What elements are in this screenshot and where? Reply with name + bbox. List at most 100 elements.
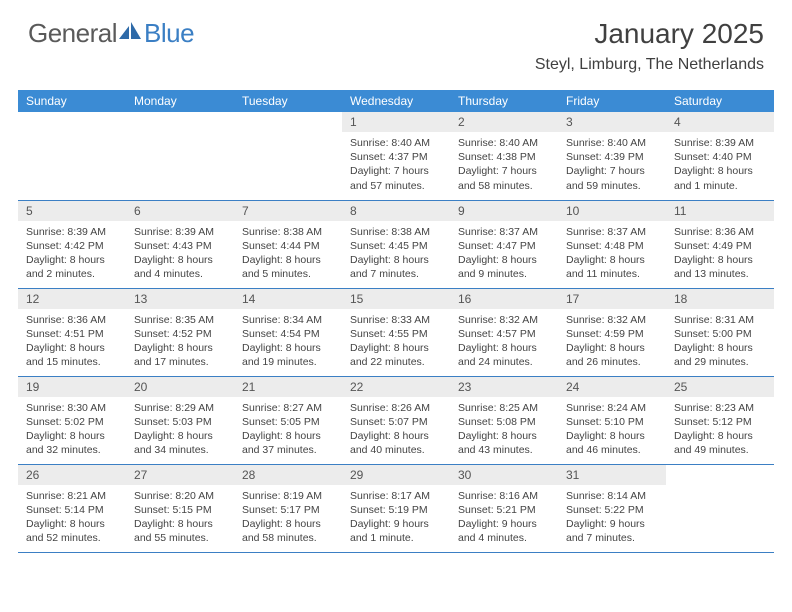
day-d2: and 49 minutes. [674, 443, 766, 457]
day-d1: Daylight: 8 hours [242, 429, 334, 443]
day-number: 5 [18, 201, 126, 221]
day-cell: 10Sunrise: 8:37 AMSunset: 4:48 PMDayligh… [558, 200, 666, 288]
day-number: 4 [666, 112, 774, 132]
day-cell: 2Sunrise: 8:40 AMSunset: 4:38 PMDaylight… [450, 112, 558, 200]
day-number: 7 [234, 201, 342, 221]
calendar-body: 1Sunrise: 8:40 AMSunset: 4:37 PMDaylight… [18, 112, 774, 552]
day-d1: Daylight: 8 hours [26, 341, 118, 355]
day-d1: Daylight: 7 hours [458, 164, 550, 178]
day-d1: Daylight: 8 hours [26, 429, 118, 443]
day-number: 26 [18, 465, 126, 485]
day-d2: and 40 minutes. [350, 443, 442, 457]
day-cell: 12Sunrise: 8:36 AMSunset: 4:51 PMDayligh… [18, 288, 126, 376]
day-info: Sunrise: 8:19 AMSunset: 5:17 PMDaylight:… [234, 485, 342, 552]
empty-cell [18, 112, 126, 200]
day-info: Sunrise: 8:16 AMSunset: 5:21 PMDaylight:… [450, 485, 558, 552]
day-ss: Sunset: 5:12 PM [674, 415, 766, 429]
day-number: 11 [666, 201, 774, 221]
day-sr: Sunrise: 8:25 AM [458, 401, 550, 415]
day-info: Sunrise: 8:20 AMSunset: 5:15 PMDaylight:… [126, 485, 234, 552]
day-cell: 11Sunrise: 8:36 AMSunset: 4:49 PMDayligh… [666, 200, 774, 288]
day-info: Sunrise: 8:27 AMSunset: 5:05 PMDaylight:… [234, 397, 342, 464]
day-d1: Daylight: 8 hours [674, 429, 766, 443]
day-sr: Sunrise: 8:17 AM [350, 489, 442, 503]
day-ss: Sunset: 4:55 PM [350, 327, 442, 341]
day-sr: Sunrise: 8:21 AM [26, 489, 118, 503]
day-ss: Sunset: 5:03 PM [134, 415, 226, 429]
day-number: 14 [234, 289, 342, 309]
day-ss: Sunset: 4:39 PM [566, 150, 658, 164]
day-d1: Daylight: 8 hours [350, 341, 442, 355]
day-info: Sunrise: 8:24 AMSunset: 5:10 PMDaylight:… [558, 397, 666, 464]
day-sr: Sunrise: 8:40 AM [458, 136, 550, 150]
day-d2: and 43 minutes. [458, 443, 550, 457]
day-number: 17 [558, 289, 666, 309]
day-info: Sunrise: 8:26 AMSunset: 5:07 PMDaylight:… [342, 397, 450, 464]
day-ss: Sunset: 5:02 PM [26, 415, 118, 429]
day-d2: and 55 minutes. [134, 531, 226, 545]
day-sr: Sunrise: 8:19 AM [242, 489, 334, 503]
day-cell: 26Sunrise: 8:21 AMSunset: 5:14 PMDayligh… [18, 464, 126, 552]
day-cell: 8Sunrise: 8:38 AMSunset: 4:45 PMDaylight… [342, 200, 450, 288]
day-info: Sunrise: 8:29 AMSunset: 5:03 PMDaylight:… [126, 397, 234, 464]
day-sr: Sunrise: 8:37 AM [566, 225, 658, 239]
day-d1: Daylight: 8 hours [242, 253, 334, 267]
week-row: 19Sunrise: 8:30 AMSunset: 5:02 PMDayligh… [18, 376, 774, 464]
day-info: Sunrise: 8:36 AMSunset: 4:49 PMDaylight:… [666, 221, 774, 288]
day-ss: Sunset: 4:48 PM [566, 239, 658, 253]
day-ss: Sunset: 4:43 PM [134, 239, 226, 253]
day-cell: 22Sunrise: 8:26 AMSunset: 5:07 PMDayligh… [342, 376, 450, 464]
day-d1: Daylight: 9 hours [566, 517, 658, 531]
day-sr: Sunrise: 8:39 AM [26, 225, 118, 239]
weekday-tuesday: Tuesday [234, 90, 342, 112]
day-info: Sunrise: 8:25 AMSunset: 5:08 PMDaylight:… [450, 397, 558, 464]
day-sr: Sunrise: 8:23 AM [674, 401, 766, 415]
day-info: Sunrise: 8:23 AMSunset: 5:12 PMDaylight:… [666, 397, 774, 464]
day-cell: 1Sunrise: 8:40 AMSunset: 4:37 PMDaylight… [342, 112, 450, 200]
day-ss: Sunset: 4:54 PM [242, 327, 334, 341]
day-number: 30 [450, 465, 558, 485]
day-sr: Sunrise: 8:32 AM [458, 313, 550, 327]
day-ss: Sunset: 4:44 PM [242, 239, 334, 253]
day-sr: Sunrise: 8:33 AM [350, 313, 442, 327]
day-cell: 28Sunrise: 8:19 AMSunset: 5:17 PMDayligh… [234, 464, 342, 552]
day-cell: 24Sunrise: 8:24 AMSunset: 5:10 PMDayligh… [558, 376, 666, 464]
day-number: 10 [558, 201, 666, 221]
day-info: Sunrise: 8:32 AMSunset: 4:57 PMDaylight:… [450, 309, 558, 376]
day-ss: Sunset: 4:51 PM [26, 327, 118, 341]
day-info: Sunrise: 8:37 AMSunset: 4:48 PMDaylight:… [558, 221, 666, 288]
day-info: Sunrise: 8:38 AMSunset: 4:44 PMDaylight:… [234, 221, 342, 288]
day-info: Sunrise: 8:39 AMSunset: 4:42 PMDaylight:… [18, 221, 126, 288]
day-ss: Sunset: 5:21 PM [458, 503, 550, 517]
day-number: 24 [558, 377, 666, 397]
day-ss: Sunset: 5:00 PM [674, 327, 766, 341]
day-d2: and 5 minutes. [242, 267, 334, 281]
day-info: Sunrise: 8:39 AMSunset: 4:43 PMDaylight:… [126, 221, 234, 288]
day-number: 2 [450, 112, 558, 132]
day-ss: Sunset: 5:14 PM [26, 503, 118, 517]
day-sr: Sunrise: 8:32 AM [566, 313, 658, 327]
day-d2: and 4 minutes. [458, 531, 550, 545]
day-number: 3 [558, 112, 666, 132]
day-ss: Sunset: 5:15 PM [134, 503, 226, 517]
day-info: Sunrise: 8:21 AMSunset: 5:14 PMDaylight:… [18, 485, 126, 552]
day-d2: and 9 minutes. [458, 267, 550, 281]
day-sr: Sunrise: 8:16 AM [458, 489, 550, 503]
day-sr: Sunrise: 8:39 AM [134, 225, 226, 239]
day-cell: 17Sunrise: 8:32 AMSunset: 4:59 PMDayligh… [558, 288, 666, 376]
day-sr: Sunrise: 8:24 AM [566, 401, 658, 415]
day-d2: and 2 minutes. [26, 267, 118, 281]
day-ss: Sunset: 4:45 PM [350, 239, 442, 253]
day-d1: Daylight: 7 hours [350, 164, 442, 178]
day-info: Sunrise: 8:34 AMSunset: 4:54 PMDaylight:… [234, 309, 342, 376]
day-d2: and 26 minutes. [566, 355, 658, 369]
day-d2: and 37 minutes. [242, 443, 334, 457]
day-ss: Sunset: 4:59 PM [566, 327, 658, 341]
month-title: January 2025 [535, 18, 764, 50]
weekday-thursday: Thursday [450, 90, 558, 112]
day-number: 6 [126, 201, 234, 221]
weekday-sunday: Sunday [18, 90, 126, 112]
day-d1: Daylight: 8 hours [134, 429, 226, 443]
day-d2: and 4 minutes. [134, 267, 226, 281]
day-d2: and 22 minutes. [350, 355, 442, 369]
